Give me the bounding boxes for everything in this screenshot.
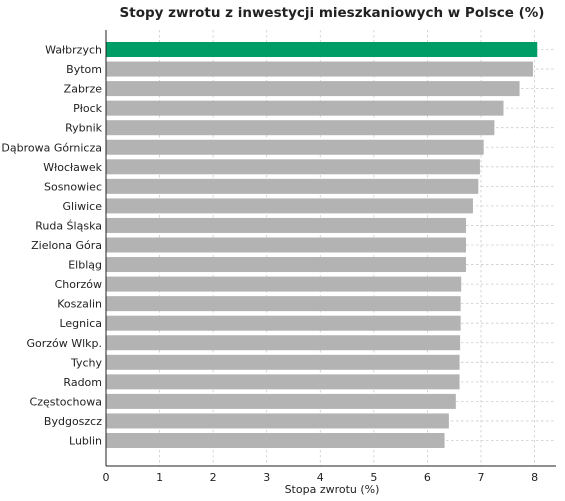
bar	[106, 276, 462, 292]
bar	[106, 413, 449, 429]
bar	[106, 81, 520, 97]
x-tick-label: 1	[156, 471, 163, 484]
bar	[106, 237, 466, 253]
bar	[106, 120, 495, 136]
category-label: Gliwice	[62, 200, 102, 213]
bar	[106, 198, 473, 214]
bars	[106, 42, 538, 448]
category-label: Lublin	[69, 435, 102, 448]
x-tick-label: 6	[424, 471, 431, 484]
chart-title: Stopy zwrotu z inwestycji mieszkaniowych…	[120, 5, 545, 21]
category-label: Bytom	[66, 63, 102, 76]
x-tick-label: 4	[317, 471, 324, 484]
category-label: Rybnik	[65, 122, 103, 135]
x-tick-label: 2	[210, 471, 217, 484]
category-label: Płock	[73, 102, 103, 115]
bar	[106, 100, 504, 116]
bar	[106, 374, 460, 390]
bar	[106, 433, 445, 448]
bar	[106, 217, 466, 233]
category-label: Ruda Śląska	[35, 219, 102, 232]
bar	[106, 335, 461, 351]
category-label: Gorzów Wlkp.	[26, 337, 102, 350]
category-label: Radom	[63, 376, 102, 389]
x-tick-labels: 0 1 2 3 4 5 6 7 8	[103, 471, 539, 484]
bar	[106, 296, 461, 312]
bar	[106, 315, 461, 331]
bar	[106, 159, 480, 175]
bar	[106, 354, 460, 370]
category-label: Dąbrowa Górnicza	[1, 141, 102, 154]
category-label: Sosnowiec	[44, 180, 102, 193]
category-label: Zielona Góra	[31, 239, 102, 252]
category-label: Koszalin	[57, 298, 102, 311]
category-label: Elbląg	[68, 259, 102, 272]
bar	[106, 139, 484, 155]
category-label: Wałbrzych	[45, 44, 102, 57]
category-labels: Wałbrzych Bytom Zabrze Płock Rybnik Dąbrowa G…	[1, 44, 102, 448]
bar	[106, 42, 538, 57]
x-tick-label: 8	[531, 471, 538, 484]
x-tick-label: 3	[263, 471, 270, 484]
bar	[106, 393, 456, 409]
x-tick-label: 0	[103, 471, 110, 484]
bar	[106, 178, 479, 194]
bar	[106, 257, 466, 273]
bar	[106, 61, 533, 77]
x-axis-label: Stopa zwrotu (%)	[285, 483, 380, 496]
category-label: Częstochowa	[30, 395, 102, 408]
x-tick-label: 7	[478, 471, 485, 484]
category-label: Tychy	[70, 356, 103, 369]
category-label: Legnica	[59, 317, 102, 330]
x-tick-label: 5	[370, 471, 377, 484]
category-label: Włocławek	[43, 161, 102, 174]
category-label: Chorzów	[55, 278, 102, 291]
category-label: Bydgoszcz	[44, 415, 102, 428]
category-label: Zabrze	[64, 83, 103, 96]
